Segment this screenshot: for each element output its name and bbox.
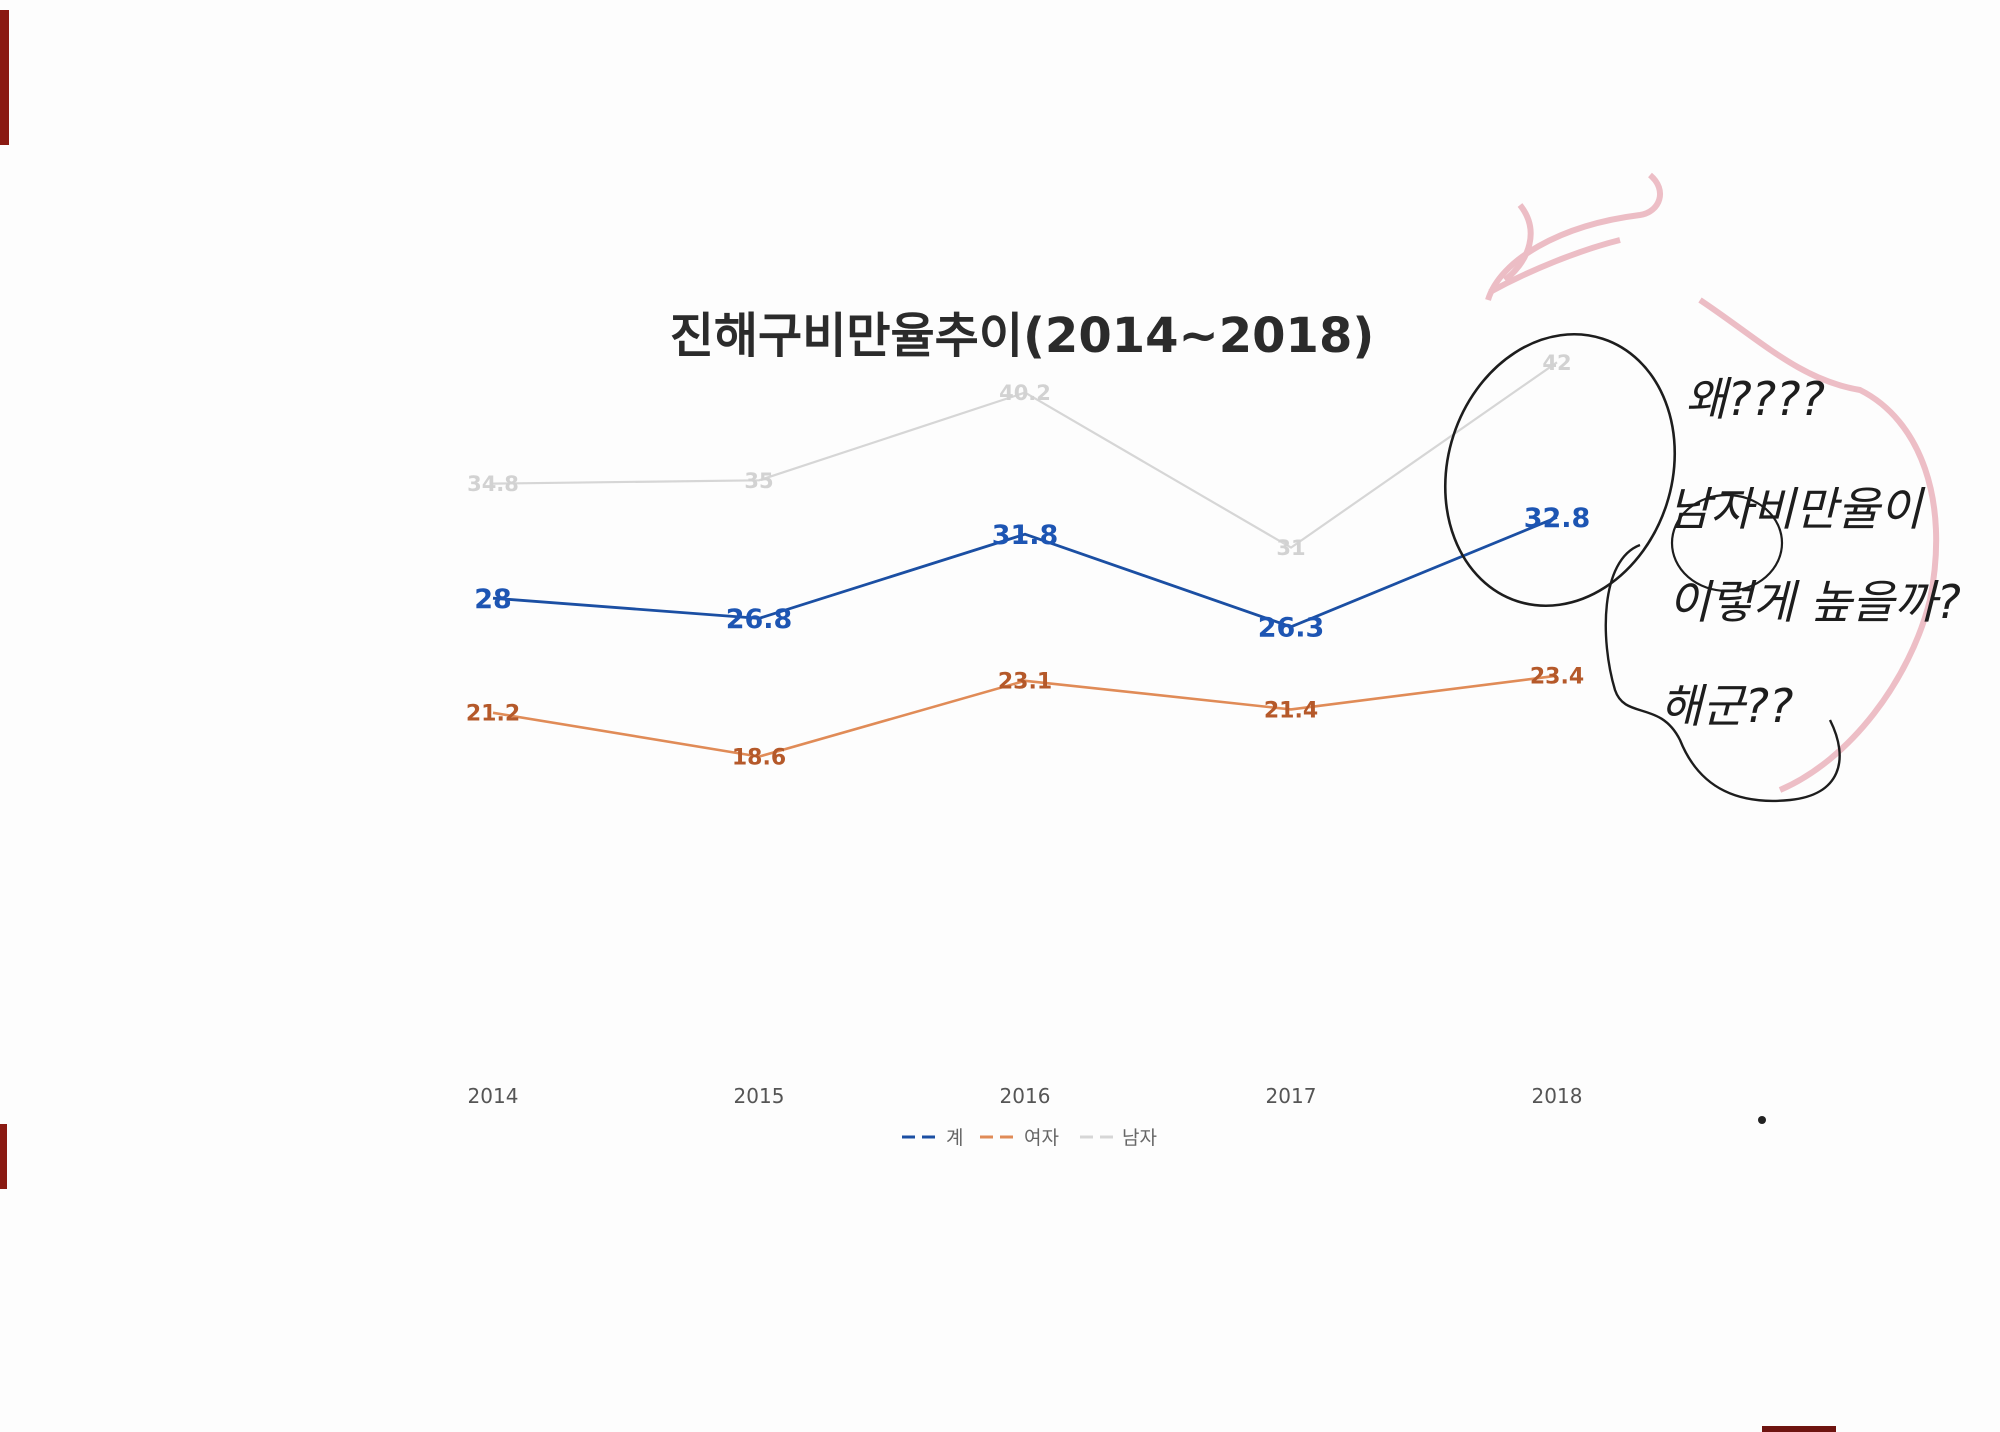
data-label-male: 34.8 [467,472,519,496]
pen-small-circle [1670,493,1784,593]
ink-dot [1758,1116,1766,1124]
scan-edge-mark-bottom-right [1762,1426,1836,1432]
data-label-total: 26.3 [1258,613,1325,644]
scan-edge-mark-bottom-left [0,1124,7,1189]
data-label-female: 21.2 [466,702,520,727]
series-line-total [492,516,1558,629]
annotation-line-3: 이렇게 높을까? [1668,575,1961,629]
annotation-line-1: 왜???? [1685,372,1825,426]
series-line-male [492,361,1558,549]
data-label-total: 28 [474,584,512,615]
series-data-labels: 34.8 35 40.2 31 42 21.2 18.6 23.1 21.4 23.4 28 26.8… [466,351,1590,771]
handwritten-annotation: 왜???? 남자비만율이 이렇게 높을까? 해군?? [1443,332,1961,803]
data-label-female: 21.4 [1264,698,1318,723]
data-label-male: 35 [744,469,773,493]
data-label-female: 23.4 [1530,665,1584,690]
x-tick-label: 2014 [468,1084,519,1108]
chart-title: 진해구비만율추이(2014~2018) [670,308,1375,364]
data-label-male: 40.2 [999,381,1051,405]
x-tick-label: 2016 [1000,1084,1051,1108]
red-marker-scribble [1485,172,1940,793]
data-label-male: 42 [1542,351,1571,375]
series-line-female [492,674,1558,758]
legend-label-male: 남자 [1122,1127,1157,1149]
pen-circle-around-42 [1443,332,1677,608]
pen-bracket [1604,543,1841,803]
legend-label-total: 계 [946,1127,963,1149]
annotation-line-2: 남자비만율이 [1668,482,1926,536]
x-tick-label: 2017 [1266,1084,1317,1108]
data-label-female: 23.1 [998,670,1052,695]
x-tick-label: 2015 [734,1084,785,1108]
x-tick-label: 2018 [1532,1084,1583,1108]
series-lines [492,361,1558,758]
data-label-total: 32.8 [1524,503,1591,534]
data-label-total: 26.8 [726,604,793,635]
data-label-female: 18.6 [732,746,786,771]
annotation-line-4: 해군?? [1660,679,1793,733]
legend-label-female: 여자 [1024,1127,1059,1149]
scan-edge-mark-top-left [0,10,9,145]
x-axis-ticks: 2014 2015 2016 2017 2018 [468,1084,1583,1108]
legend: 계 여자 남자 [902,1127,1157,1149]
data-label-male: 31 [1276,536,1305,560]
data-label-total: 31.8 [992,520,1059,551]
